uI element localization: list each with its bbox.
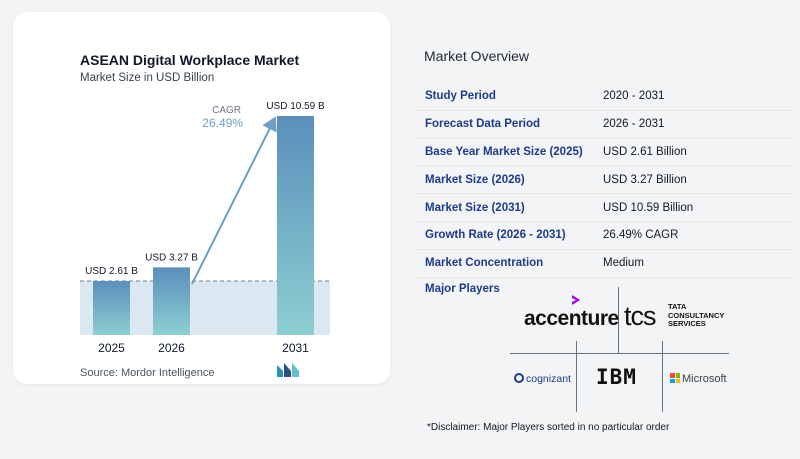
chart-subtitle: Market Size in USD Billion bbox=[80, 72, 215, 84]
logo-divider bbox=[662, 341, 663, 412]
logo-divider bbox=[576, 341, 577, 412]
cognizant-wordmark: cognizant bbox=[526, 373, 571, 385]
row-value: 26.49% CAGR bbox=[603, 229, 679, 242]
tick-label-2031: 2031 bbox=[282, 341, 309, 355]
bar-2025 bbox=[93, 281, 130, 335]
major-players-title: Major Players bbox=[425, 283, 500, 295]
overview-row: Base Year Market Size (2025) USD 2.61 Bil… bbox=[416, 139, 792, 167]
microsoft-wordmark: Microsoft bbox=[682, 373, 727, 385]
cognizant-icon bbox=[514, 373, 524, 383]
data-label-2031: USD 10.59 B bbox=[266, 101, 325, 112]
row-label: Base Year Market Size (2025) bbox=[425, 145, 583, 158]
row-value: Medium bbox=[603, 257, 644, 270]
disclaimer: *Disclaimer: Major Players sorted in no … bbox=[427, 422, 670, 433]
tcs-letters: tcs bbox=[624, 301, 657, 331]
microsoft-logo: Microsoft bbox=[670, 373, 727, 385]
tick-label-2025: 2025 bbox=[98, 341, 125, 355]
row-value: USD 10.59 Billion bbox=[603, 201, 694, 214]
tcs-wordmark: TATA CONSULTANCY SERVICES bbox=[668, 302, 725, 328]
bar-2031 bbox=[277, 116, 314, 335]
row-label: Market Size (2026) bbox=[425, 173, 525, 186]
overview-title: Market Overview bbox=[424, 48, 530, 64]
row-value: USD 3.27 Billion bbox=[603, 173, 687, 186]
overview-row: Study Period 2020 - 2031 bbox=[416, 83, 792, 111]
logo-divider bbox=[618, 287, 619, 353]
row-label: Market Size (2031) bbox=[425, 201, 525, 214]
accenture-logo: accenture bbox=[524, 307, 619, 330]
row-value: 2026 - 2031 bbox=[603, 118, 665, 131]
overview-row: Market Concentration Medium bbox=[416, 250, 792, 278]
overview-row: Growth Rate (2026 - 2031) 26.49% CAGR bbox=[416, 222, 792, 250]
row-value: USD 2.61 Billion bbox=[603, 145, 687, 158]
overview-row: Forecast Data Period 2026 - 2031 bbox=[416, 111, 792, 139]
row-label: Market Concentration bbox=[425, 257, 544, 270]
data-label-2025: USD 2.61 B bbox=[85, 266, 138, 277]
cognizant-logo: cognizant bbox=[514, 373, 571, 385]
cagr-value: 26.49% bbox=[202, 116, 243, 130]
row-value: 2020 - 2031 bbox=[603, 90, 665, 103]
player-logos: accenture tcs TATA CONSULTANCY SERVICES co… bbox=[510, 287, 740, 412]
tick-label-2026: 2026 bbox=[158, 341, 185, 355]
ibm-logo: IBM bbox=[596, 365, 637, 389]
mordor-logo-icon bbox=[277, 363, 299, 377]
accenture-chevron-icon bbox=[572, 295, 580, 305]
data-label-2026: USD 3.27 B bbox=[145, 252, 198, 263]
logo-divider bbox=[510, 353, 729, 354]
overview-row: Market Size (2026) USD 3.27 Billion bbox=[416, 166, 792, 195]
cagr-label: CAGR bbox=[212, 105, 241, 116]
overview-table: Study Period 2020 - 2031 Forecast Data Pe… bbox=[416, 83, 792, 278]
row-label: Forecast Data Period bbox=[425, 118, 541, 131]
source-note: Source: Mordor Intelligence bbox=[80, 367, 215, 379]
cagr-arrow bbox=[191, 116, 277, 285]
row-label: Study Period bbox=[425, 90, 496, 103]
microsoft-grid-icon bbox=[670, 373, 680, 383]
overview-row: Market Size (2031) USD 10.59 Billion bbox=[416, 194, 792, 222]
row-label: Growth Rate (2026 - 2031) bbox=[425, 229, 566, 242]
chart-title: ASEAN Digital Workplace Market bbox=[80, 52, 300, 68]
bar-2026 bbox=[153, 267, 190, 335]
